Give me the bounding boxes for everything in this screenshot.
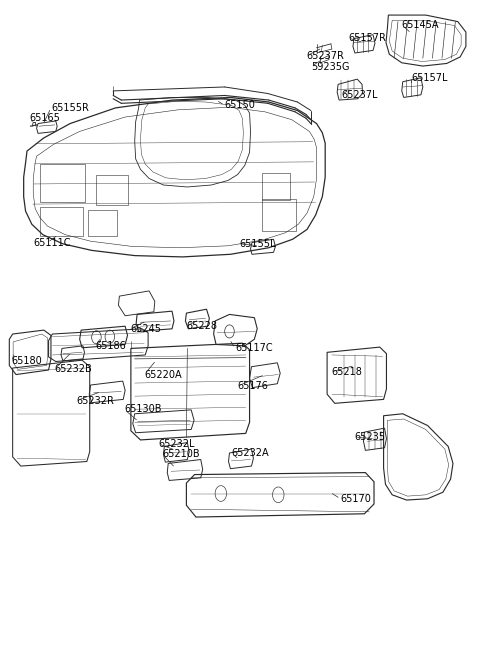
Text: 65157R: 65157R [348, 33, 386, 43]
Text: 65232R: 65232R [76, 396, 114, 405]
Bar [40, 207, 83, 236]
Text: 65155L: 65155L [239, 239, 276, 249]
Text: 65130B: 65130B [124, 404, 162, 414]
Bar [96, 175, 128, 204]
Text: 65232L: 65232L [158, 439, 195, 449]
Text: 65180: 65180 [11, 356, 42, 367]
Text: 65245: 65245 [130, 324, 161, 334]
Text: 65145A: 65145A [402, 20, 439, 30]
Bar [262, 199, 296, 231]
Text: 65232B: 65232B [54, 364, 92, 374]
Text: 65111C: 65111C [33, 238, 71, 248]
Text: 65165: 65165 [29, 113, 60, 123]
Bar [88, 210, 118, 236]
Text: 65186: 65186 [96, 341, 126, 351]
Text: 65176: 65176 [237, 381, 268, 391]
Text: 65150: 65150 [225, 100, 255, 110]
Text: 65117C: 65117C [235, 343, 273, 354]
Text: 65218: 65218 [331, 367, 362, 377]
Text: 65235: 65235 [355, 432, 386, 442]
Bar [40, 164, 85, 202]
Text: 65155R: 65155R [51, 103, 89, 113]
Text: 65157L: 65157L [411, 73, 448, 83]
Bar [262, 173, 290, 200]
Text: 65232A: 65232A [231, 448, 269, 458]
Text: 65237L: 65237L [341, 90, 378, 100]
Text: 65228: 65228 [186, 321, 217, 331]
Text: 65170: 65170 [340, 494, 372, 504]
Text: 59235G: 59235G [311, 62, 349, 71]
Text: 65220A: 65220A [144, 369, 182, 379]
Text: 65237R: 65237R [306, 51, 344, 62]
Text: 65210B: 65210B [162, 449, 200, 459]
